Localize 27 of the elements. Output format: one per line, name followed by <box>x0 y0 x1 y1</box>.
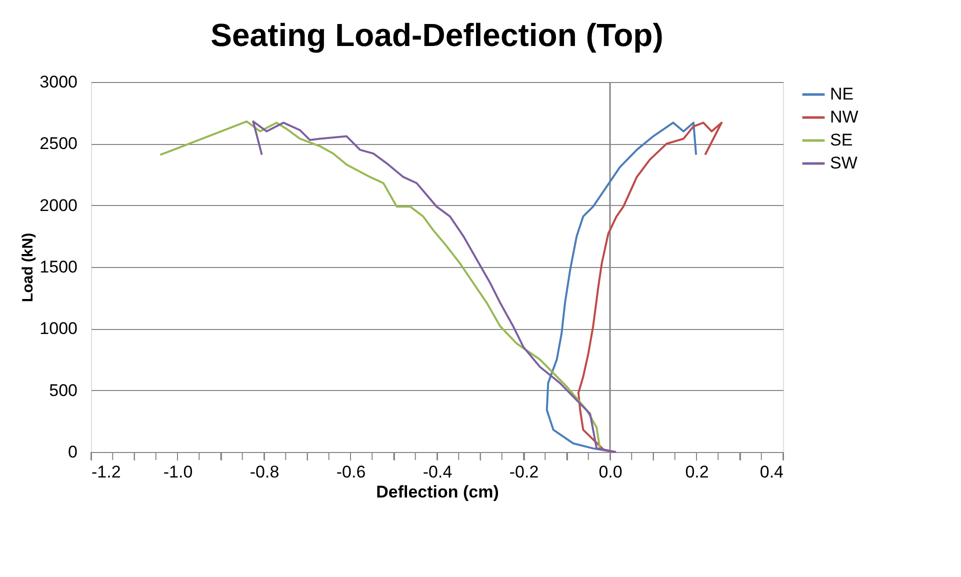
line-series <box>252 120 618 453</box>
line-series <box>159 120 602 451</box>
x-axis-title: Deflection (cm) <box>376 482 499 502</box>
chart-title: Seating Load-Deflection (Top) <box>210 17 664 53</box>
x-tick-label: 0.2 <box>685 462 709 482</box>
y-tick-label: 1500 <box>40 258 78 276</box>
line-series <box>546 122 698 453</box>
y-axis-title: Load (kN) <box>20 232 37 302</box>
legend-label: SW <box>830 154 858 172</box>
legend-label: SE <box>830 130 853 150</box>
y-tick-label: 2500 <box>40 134 78 154</box>
y-tick-label: 500 <box>49 380 78 400</box>
y-tick-label: 1000 <box>40 319 78 338</box>
x-tick-label: -0.4 <box>422 462 452 482</box>
x-tick-label: 0.4 <box>760 462 784 482</box>
y-tick-label: 3000 <box>40 72 78 92</box>
x-tick-label: -1.2 <box>92 462 121 482</box>
x-tick-label: -0.2 <box>509 462 539 482</box>
line-series <box>577 122 723 453</box>
x-tick-label: -0.8 <box>250 462 280 482</box>
legend-label: NE <box>830 84 854 104</box>
x-tick-label: -1.0 <box>163 462 193 482</box>
x-tick-label: 0.0 <box>598 462 622 482</box>
y-tick-label: 0 <box>68 442 78 462</box>
y-tick-label: 2000 <box>40 196 78 215</box>
legend-label: NW <box>830 108 858 126</box>
x-tick-label: -0.6 <box>336 462 366 482</box>
